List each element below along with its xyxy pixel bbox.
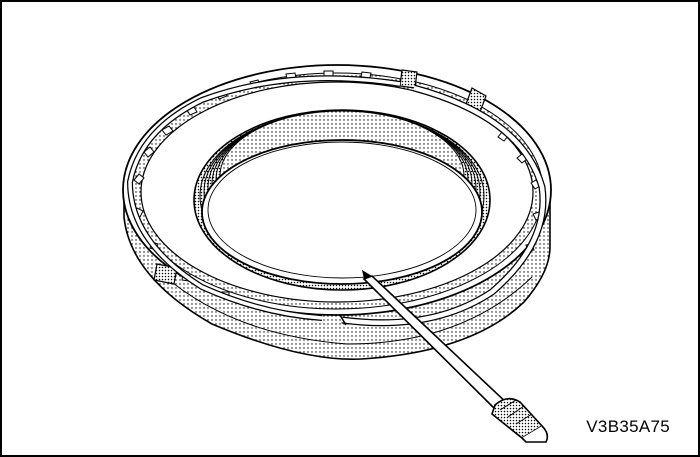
screwdriver xyxy=(362,270,549,443)
figure-code-label: V3B35A75 xyxy=(586,417,670,436)
inner-bore xyxy=(201,139,483,285)
snap-ring xyxy=(126,75,547,327)
